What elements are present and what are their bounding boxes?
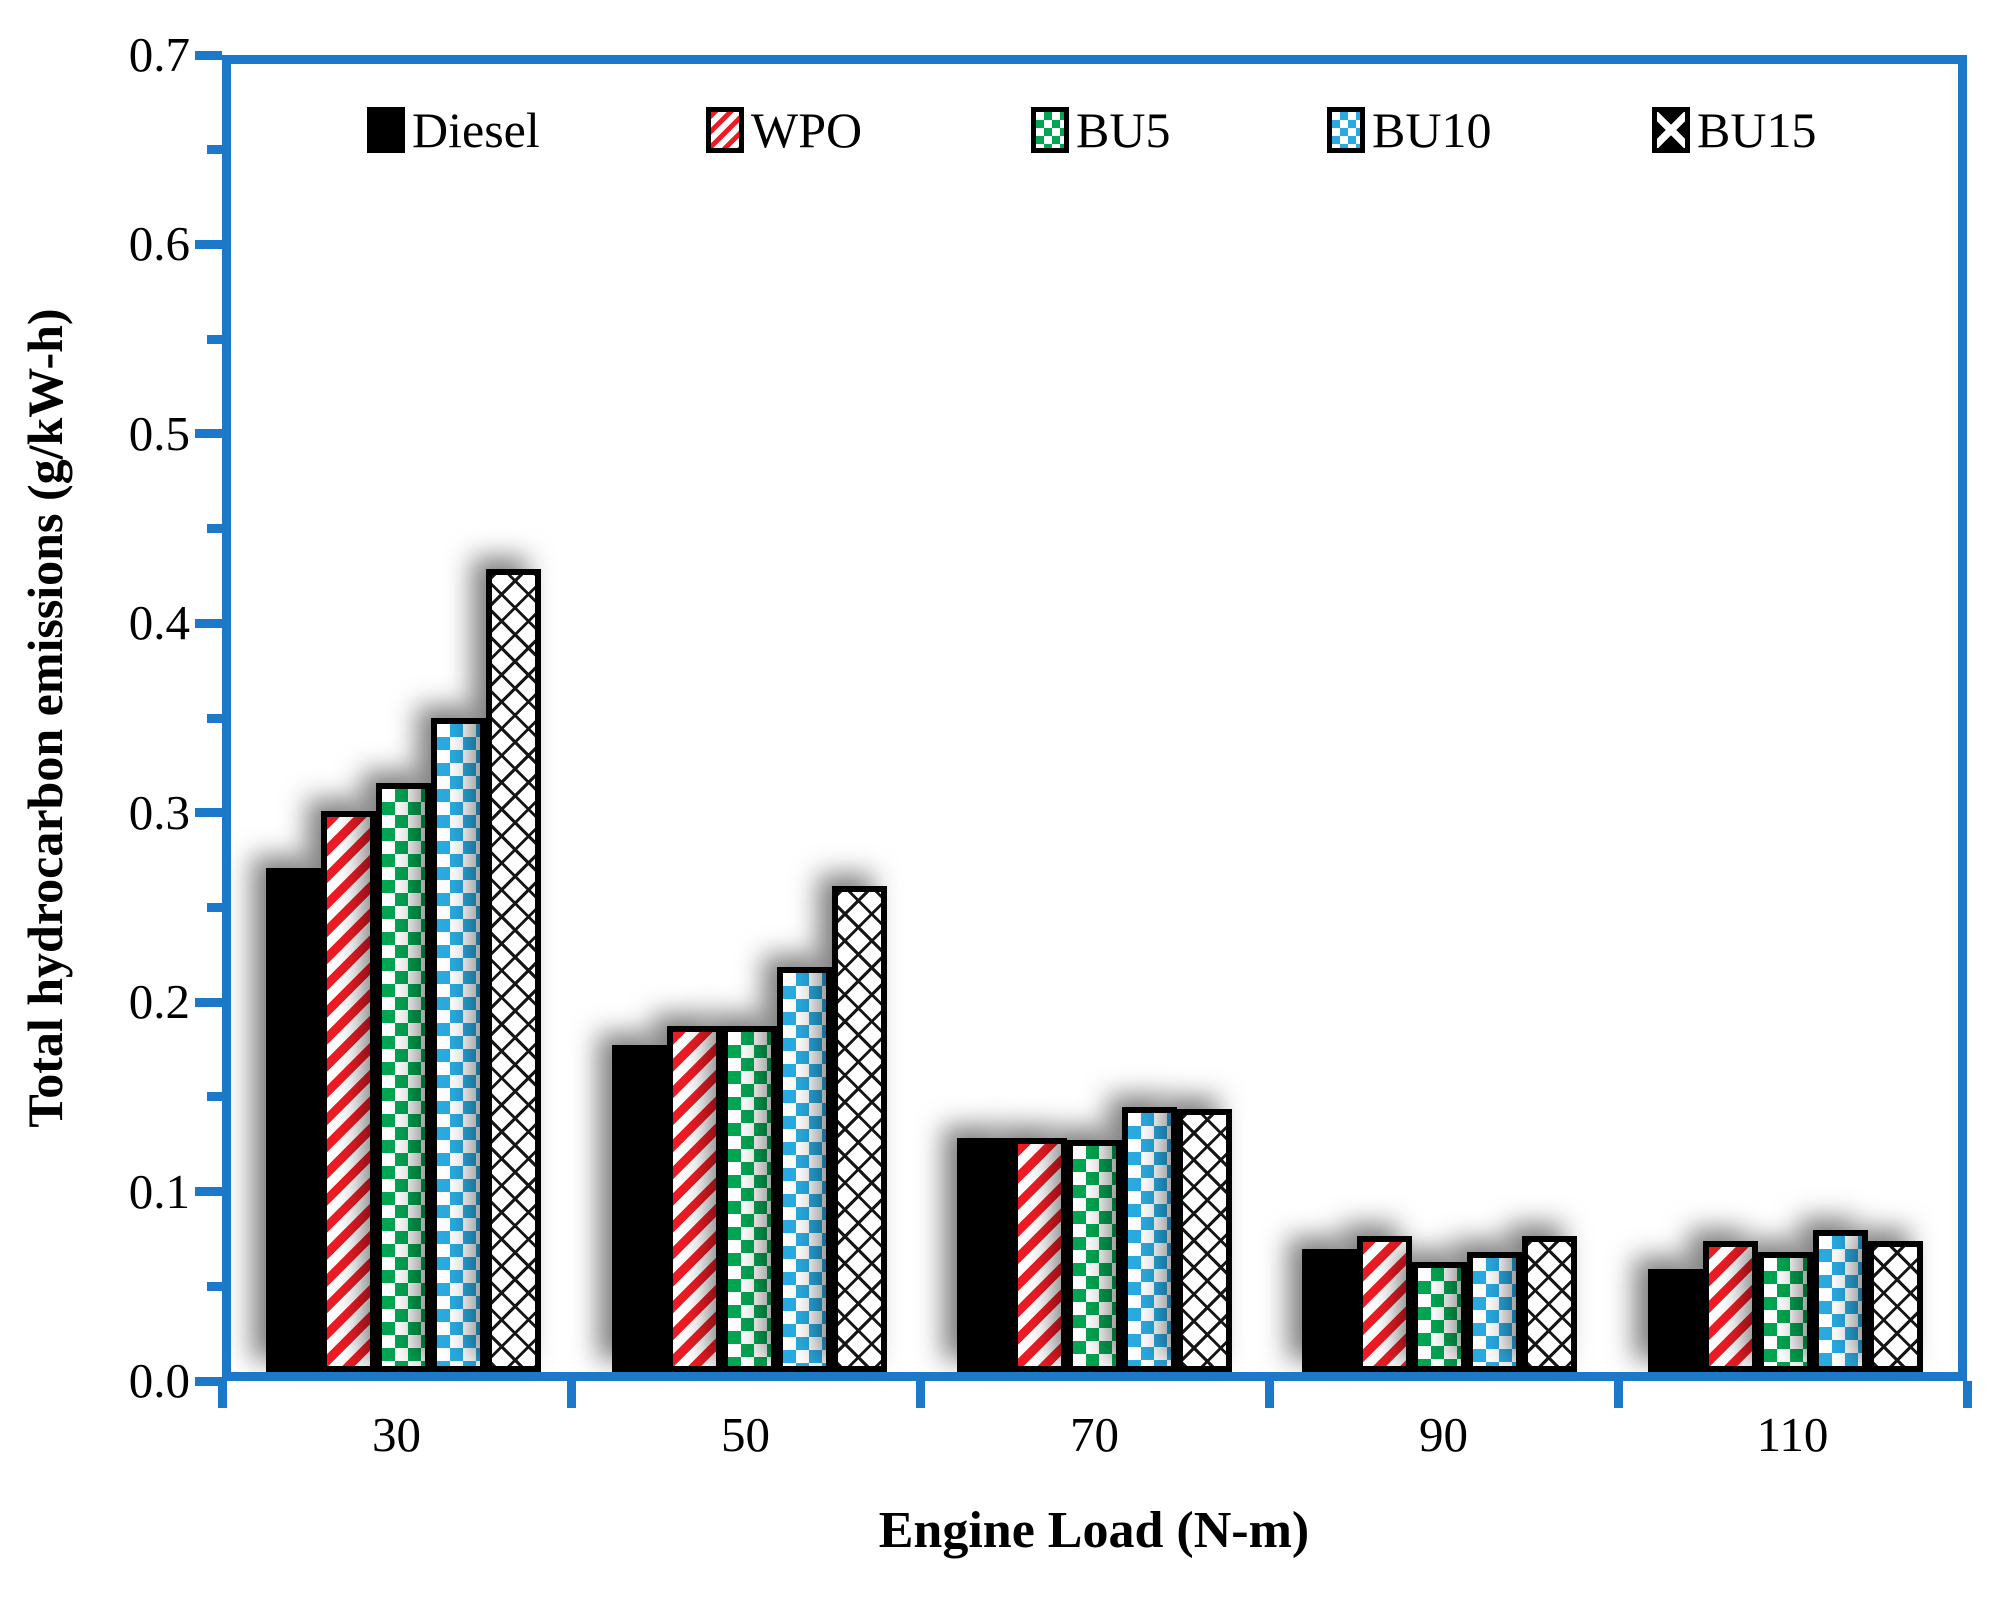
y-tick-label: 0.4 bbox=[128, 595, 190, 651]
x-tick bbox=[217, 1381, 227, 1408]
legend-swatch-bu15 bbox=[1652, 107, 1690, 153]
bar-wpo-load-70 bbox=[1011, 1138, 1067, 1372]
legend-item-wpo: WPO bbox=[706, 100, 862, 160]
y-major-tick bbox=[195, 1376, 222, 1386]
bar-group bbox=[231, 64, 576, 1372]
y-major-tick bbox=[195, 429, 222, 439]
bar-bu15-load-70 bbox=[1176, 1108, 1232, 1372]
bar-bu15-load-30 bbox=[486, 568, 542, 1372]
legend-label: WPO bbox=[751, 102, 863, 158]
legend-swatch-diesel bbox=[367, 107, 405, 153]
legend-swatch-bu10 bbox=[1327, 107, 1365, 153]
legend-label: BU10 bbox=[1372, 102, 1492, 158]
y-minor-tick bbox=[207, 145, 222, 155]
x-category-label: 110 bbox=[1756, 1407, 1829, 1462]
bar-group bbox=[1267, 64, 1612, 1372]
bar-bu10-load-110 bbox=[1812, 1230, 1868, 1372]
bar-wpo-load-30 bbox=[321, 811, 377, 1372]
y-minor-tick bbox=[207, 334, 222, 344]
legend-item-diesel: Diesel bbox=[367, 100, 540, 160]
legend-label: BU5 bbox=[1076, 102, 1171, 158]
x-category-label: 50 bbox=[721, 1407, 770, 1462]
bar-wpo-load-110 bbox=[1702, 1241, 1758, 1372]
y-major-tick bbox=[195, 997, 222, 1007]
bar-group bbox=[1613, 64, 1958, 1372]
bar-bu15-load-110 bbox=[1867, 1241, 1923, 1372]
y-tick-label: 0.2 bbox=[128, 974, 190, 1030]
bar-bu15-load-50 bbox=[831, 886, 887, 1372]
y-minor-tick bbox=[207, 713, 222, 723]
legend-item-bu15: BU15 bbox=[1652, 100, 1816, 160]
y-tick-label: 0.5 bbox=[128, 405, 190, 461]
bar-diesel-load-90 bbox=[1302, 1248, 1358, 1372]
bar-bu10-load-70 bbox=[1121, 1106, 1177, 1372]
legend-swatch-bu5 bbox=[1031, 107, 1069, 153]
y-minor-tick bbox=[207, 1092, 222, 1102]
y-minor-tick bbox=[207, 902, 222, 912]
bar-bu5-load-110 bbox=[1757, 1252, 1813, 1372]
y-major-tick bbox=[195, 50, 222, 60]
y-major-tick bbox=[195, 1187, 222, 1197]
legend-item-bu5: BU5 bbox=[1031, 100, 1170, 160]
bar-bu10-load-90 bbox=[1467, 1252, 1523, 1372]
bar-bu5-load-70 bbox=[1066, 1140, 1122, 1372]
bar-bu15-load-90 bbox=[1522, 1235, 1578, 1372]
y-major-tick bbox=[195, 618, 222, 628]
y-tick-label: 0.7 bbox=[128, 27, 190, 82]
y-tick-label: 0.3 bbox=[128, 784, 190, 840]
bar-diesel-load-50 bbox=[611, 1045, 667, 1372]
x-tick bbox=[1962, 1381, 1972, 1408]
x-category-label: 90 bbox=[1419, 1407, 1468, 1462]
y-major-tick bbox=[195, 808, 222, 818]
x-tick bbox=[915, 1381, 925, 1408]
legend-label: BU15 bbox=[1697, 102, 1817, 158]
x-category-label: 70 bbox=[1070, 1407, 1119, 1462]
bar-diesel-load-70 bbox=[956, 1138, 1012, 1372]
bar-diesel-load-110 bbox=[1647, 1269, 1703, 1372]
y-minor-tick bbox=[207, 1281, 222, 1291]
bar-group bbox=[576, 64, 921, 1372]
x-category-label: 30 bbox=[372, 1407, 421, 1462]
y-tick-label: 0.6 bbox=[128, 216, 190, 272]
bar-bu5-load-90 bbox=[1412, 1261, 1468, 1372]
y-tick-label: 0.1 bbox=[128, 1163, 190, 1219]
legend-label: Diesel bbox=[412, 102, 540, 158]
y-minor-tick bbox=[207, 524, 222, 534]
legend-item-bu10: BU10 bbox=[1327, 100, 1491, 160]
bars-layer bbox=[231, 64, 1958, 1372]
bar-wpo-load-90 bbox=[1357, 1235, 1413, 1372]
bar-bu10-load-50 bbox=[776, 966, 832, 1372]
bar-bu5-load-30 bbox=[376, 783, 432, 1372]
x-tick bbox=[1264, 1381, 1274, 1408]
bar-bu10-load-30 bbox=[431, 718, 487, 1372]
bar-group bbox=[922, 64, 1267, 1372]
plot-area bbox=[222, 55, 1967, 1381]
bar-bu5-load-50 bbox=[721, 1026, 777, 1372]
bar-wpo-load-50 bbox=[666, 1026, 722, 1372]
bar-diesel-load-30 bbox=[266, 867, 322, 1372]
y-tick-label: 0.0 bbox=[128, 1353, 190, 1408]
y-major-tick bbox=[195, 239, 222, 249]
legend-swatch-wpo bbox=[706, 107, 744, 153]
x-tick bbox=[1613, 1381, 1623, 1408]
x-axis-title: Engine Load (N-m) bbox=[878, 1502, 1310, 1559]
x-tick bbox=[566, 1381, 576, 1408]
